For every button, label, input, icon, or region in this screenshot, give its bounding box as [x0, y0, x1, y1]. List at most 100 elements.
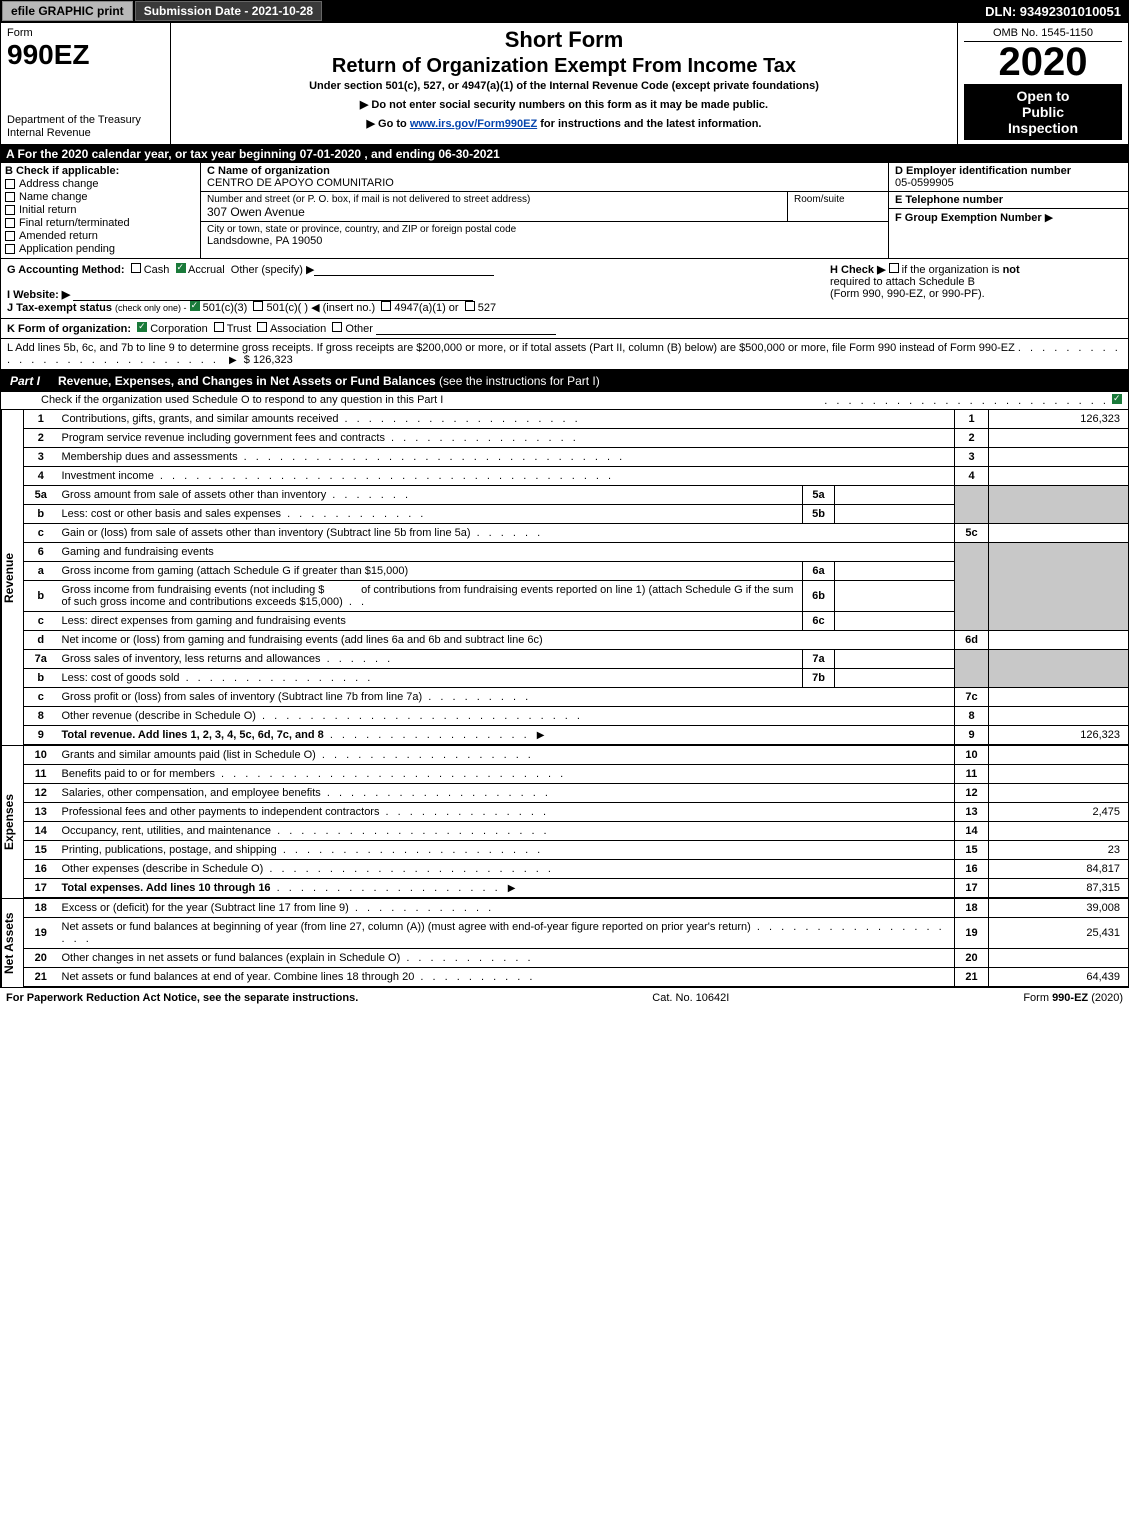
line-desc: Grants and similar amounts paid (list in…: [62, 749, 316, 761]
header-right: OMB No. 1545-1150 2020 Open to Public In…: [958, 23, 1128, 144]
g-label: G Accounting Method:: [7, 264, 125, 276]
table-row: 9 Total revenue. Add lines 1, 2, 3, 4, 5…: [24, 726, 1129, 745]
revenue-table: 1 Contributions, gifts, grants, and simi…: [23, 409, 1129, 745]
table-row: 19 Net assets or fund balances at beginn…: [24, 918, 1129, 949]
checkbox-icon[interactable]: [214, 322, 224, 332]
amount: [989, 631, 1129, 650]
table-row: 21 Net assets or fund balances at end of…: [24, 968, 1129, 987]
section-def: D Employer identification number 05-0599…: [888, 163, 1128, 258]
group-exemption-cell: F Group Exemption Number ▶: [889, 209, 1128, 258]
chk-application-pending[interactable]: Application pending: [5, 243, 196, 255]
table-row: d Net income or (loss) from gaming and f…: [24, 631, 1129, 650]
lineno: 12: [24, 784, 58, 803]
lineno: b: [24, 505, 58, 524]
lineno: 17: [24, 879, 58, 898]
chk-address-change[interactable]: Address change: [5, 178, 196, 190]
f-arrow: ▶: [1045, 212, 1053, 224]
line-desc: Gross sales of inventory, less returns a…: [62, 653, 321, 665]
part1-label: Part I: [6, 372, 50, 390]
numcol: 9: [955, 726, 989, 745]
numcol: 6d: [955, 631, 989, 650]
checkbox-icon[interactable]: [332, 322, 342, 332]
chk-amended-return[interactable]: Amended return: [5, 230, 196, 242]
footer-right: Form 990-EZ (2020): [1023, 992, 1123, 1004]
efile-print-button[interactable]: efile GRAPHIC print: [2, 1, 133, 21]
instr-line2: ▶ Go to www.irs.gov/Form990EZ for instru…: [179, 117, 949, 130]
checkbox-icon: [5, 244, 15, 254]
g-other-blank[interactable]: [314, 264, 494, 276]
checkbox-icon[interactable]: [253, 301, 263, 311]
checkbox-checked-icon[interactable]: [190, 301, 200, 311]
line-desc: Total expenses. Add lines 10 through 16: [62, 882, 271, 894]
numcol: 8: [955, 707, 989, 726]
checkbox-checked-icon[interactable]: [1112, 394, 1122, 404]
amount: [989, 707, 1129, 726]
table-row: 18 Excess or (deficit) for the year (Sub…: [24, 899, 1129, 918]
table-row: 2 Program service revenue including gove…: [24, 429, 1129, 448]
net-assets-side-label: Net Assets: [1, 898, 23, 987]
k-other-blank[interactable]: [376, 323, 556, 335]
chk-name-change[interactable]: Name change: [5, 191, 196, 203]
line-desc: Less: direct expenses from gaming and fu…: [58, 612, 803, 631]
expenses-table: 10 Grants and similar amounts paid (list…: [23, 745, 1129, 898]
j-4947: 4947(a)(1) or: [394, 302, 458, 314]
checkbox-icon: [5, 205, 15, 215]
checkbox-icon[interactable]: [465, 301, 475, 311]
city-label: City or town, state or province, country…: [207, 224, 882, 235]
checkbox-icon: [5, 179, 15, 189]
chk-final-return[interactable]: Final return/terminated: [5, 217, 196, 229]
checkbox-icon[interactable]: [381, 301, 391, 311]
line-a-period: A For the 2020 calendar year, or tax yea…: [0, 145, 1129, 163]
line-desc: Excess or (deficit) for the year (Subtra…: [62, 902, 349, 914]
submission-date-button[interactable]: Submission Date - 2021-10-28: [135, 1, 322, 21]
website-blank[interactable]: [73, 289, 473, 301]
amount: [989, 949, 1129, 968]
short-form-title: Short Form: [179, 27, 949, 53]
lineno: d: [24, 631, 58, 650]
numcol: 11: [955, 765, 989, 784]
addr-label: Number and street (or P. O. box, if mail…: [207, 194, 781, 205]
numcol: 3: [955, 448, 989, 467]
row-h: H Check ▶ if the organization is not req…: [822, 263, 1122, 314]
k-label: K Form of organization:: [7, 323, 131, 335]
numcol: 4: [955, 467, 989, 486]
table-row: 13 Professional fees and other payments …: [24, 803, 1129, 822]
subcol-value: [835, 581, 955, 612]
row-g-h: G Accounting Method: Cash Accrual Other …: [0, 259, 1129, 319]
row-k: K Form of organization: Corporation Trus…: [0, 319, 1129, 339]
table-row: 17 Total expenses. Add lines 10 through …: [24, 879, 1129, 898]
line-desc: Other revenue (describe in Schedule O): [62, 710, 256, 722]
amount: 2,475: [989, 803, 1129, 822]
checkbox-icon[interactable]: [257, 322, 267, 332]
shade-cell: [955, 486, 989, 524]
open-line3: Inspection: [966, 120, 1120, 136]
dots: . . . . . . . . . . . . . . . . . . . . …: [824, 395, 1109, 407]
amount: 126,323: [989, 726, 1129, 745]
amount: 84,817: [989, 860, 1129, 879]
org-name-cell: C Name of organization CENTRO DE APOYO C…: [201, 163, 888, 192]
f-label: F Group Exemption Number: [895, 212, 1042, 224]
checkbox-checked-icon[interactable]: [137, 322, 147, 332]
table-row: 11 Benefits paid to or for members . . .…: [24, 765, 1129, 784]
line-desc: Other expenses (describe in Schedule O): [62, 863, 264, 875]
lineno: b: [24, 669, 58, 688]
checkbox-icon[interactable]: [131, 263, 141, 273]
arrow-icon: [504, 882, 520, 894]
ein-cell: D Employer identification number 05-0599…: [889, 163, 1128, 192]
chk-initial-return[interactable]: Initial return: [5, 204, 196, 216]
line-desc: Total revenue. Add lines 1, 2, 3, 4, 5c,…: [62, 729, 324, 741]
subcol-value: [835, 669, 955, 688]
department-label: Department of the Treasury Internal Reve…: [7, 114, 164, 140]
checkbox-icon: [5, 218, 15, 228]
checkbox-icon: [5, 231, 15, 241]
room-suite-cell: Room/suite: [788, 192, 888, 221]
lineno: 13: [24, 803, 58, 822]
amount: [989, 467, 1129, 486]
h-text2: required to attach Schedule B: [830, 276, 975, 288]
checkbox-checked-icon[interactable]: [176, 263, 186, 273]
expenses-side-label: Expenses: [1, 745, 23, 898]
d-label: D Employer identification number: [895, 165, 1071, 177]
irs-link[interactable]: www.irs.gov/Form990EZ: [410, 118, 537, 130]
checkbox-icon[interactable]: [889, 263, 899, 273]
h-not: not: [1003, 264, 1020, 276]
